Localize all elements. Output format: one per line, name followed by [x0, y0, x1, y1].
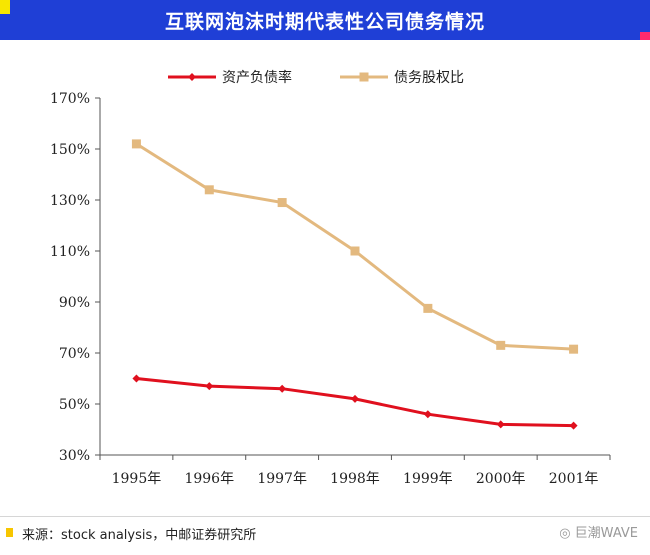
data-point [132, 374, 141, 383]
y-tick-label: 50% [59, 397, 90, 413]
corner-accent-yellow [0, 0, 10, 14]
x-tick-label: 1998年 [330, 471, 380, 487]
source-note: 来源：stock analysis，中邮证券研究所 [22, 528, 257, 543]
x-tick-label: 1997年 [257, 471, 307, 487]
footer-marker [6, 528, 13, 537]
legend-marker-2 [359, 72, 369, 82]
y-tick-label: 170% [50, 91, 90, 107]
y-tick-label: 130% [50, 193, 90, 209]
x-tick-label: 1999年 [403, 471, 453, 487]
footer-divider [0, 516, 650, 517]
y-tick-label: 150% [50, 142, 90, 158]
data-point [277, 198, 287, 208]
data-point [496, 340, 506, 350]
data-point [423, 303, 433, 313]
data-point [131, 139, 141, 149]
x-tick-label: 2001年 [549, 471, 599, 487]
y-tick-label: 70% [59, 346, 90, 362]
legend-marker-1 [188, 73, 196, 81]
y-tick-label: 110% [50, 244, 90, 260]
legend-label-1: 资产负债率 [222, 69, 292, 86]
watermark: ◎ 巨潮WAVE [559, 526, 638, 541]
data-point [278, 384, 287, 393]
legend-label-2: 债务股权比 [394, 70, 464, 86]
x-tick-label: 2000年 [476, 471, 526, 487]
data-point [569, 344, 579, 354]
line-chart: 30% 50% 70% 90% 110% 130% 150% 170% 1995年 1996年 19… [50, 69, 611, 487]
chart-header: 互联网泡沫时期代表性公司债务情况 [0, 0, 650, 40]
data-point [350, 246, 360, 256]
data-point [204, 185, 214, 195]
data-point [351, 394, 359, 403]
data-point [569, 421, 578, 430]
chart-title: 互联网泡沫时期代表性公司债务情况 [164, 10, 485, 33]
x-tick-label: 1995年 [112, 471, 162, 487]
data-point [423, 410, 432, 419]
data-point [205, 382, 214, 391]
data-point [496, 420, 505, 429]
corner-accent-pink [640, 32, 650, 40]
y-tick-label: 30% [59, 448, 90, 464]
x-tick-label: 1996年 [184, 471, 234, 487]
y-tick-label: 90% [59, 295, 90, 311]
